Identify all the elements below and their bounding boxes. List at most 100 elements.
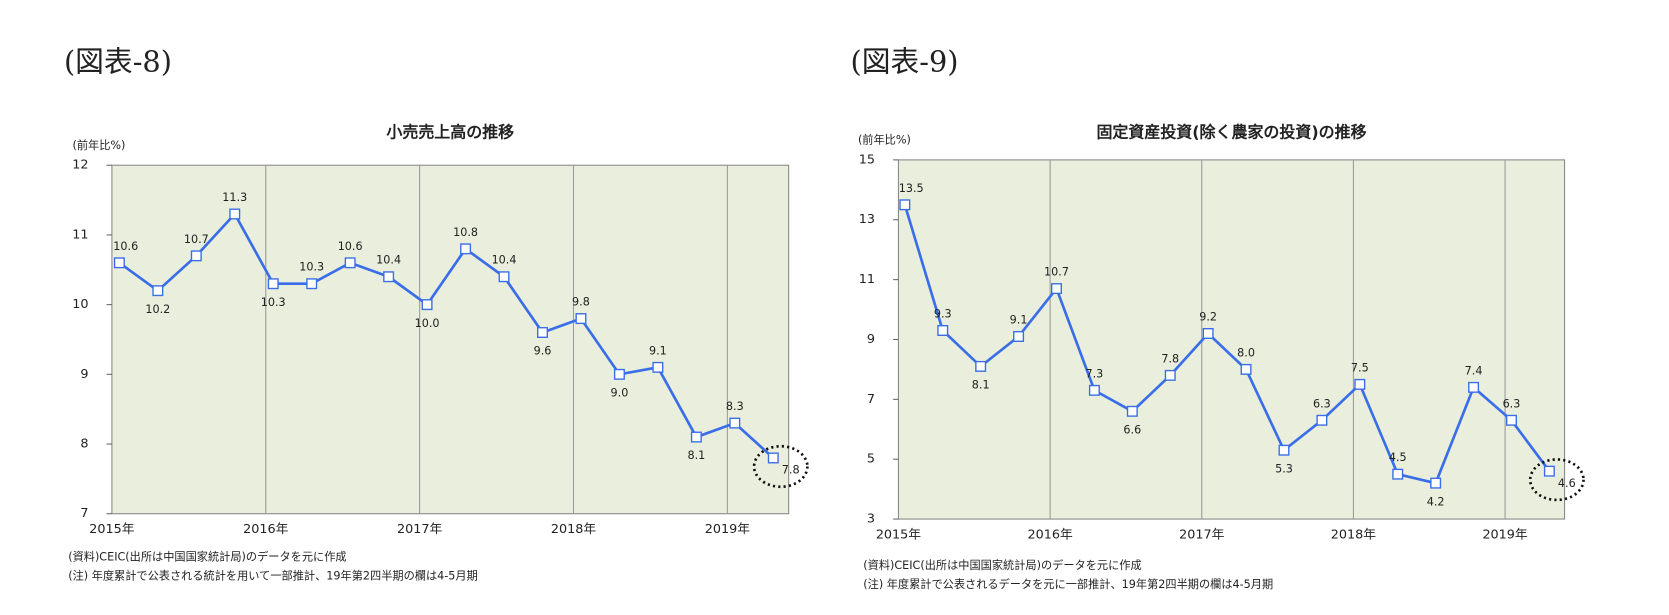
value-label: 4.5 <box>1389 451 1407 464</box>
x-tick-label: 2018年 <box>1331 528 1376 543</box>
value-label: 9.6 <box>534 345 552 358</box>
value-label: 8.3 <box>726 400 744 413</box>
x-tick-label: 2017年 <box>397 522 442 537</box>
marker <box>190 250 202 262</box>
x-tick-label: 2019年 <box>1482 528 1527 543</box>
marker <box>937 325 949 336</box>
highlight-circle <box>1528 458 1585 502</box>
marker <box>1354 378 1366 390</box>
y-tick-label: 11 <box>72 227 88 242</box>
note: (注) 年度累計で公表されるデータを元に一部推計、19年第2四半期の欄は4-5月… <box>863 577 1273 591</box>
marker <box>575 313 587 325</box>
marker <box>1051 283 1062 295</box>
highlight-circle <box>752 444 809 489</box>
value-label: 9.2 <box>1199 311 1217 324</box>
y-tick-label: 15 <box>859 152 875 167</box>
marker <box>1088 384 1100 396</box>
x-tick-label: 2016年 <box>1027 528 1072 543</box>
value-label: 11.3 <box>222 191 247 204</box>
marker <box>1468 381 1480 393</box>
y-tick-label: 9 <box>867 332 875 347</box>
note: (資料)CEIC(出所は中国国家統計局)のデータを元に作成 <box>863 558 1141 572</box>
chart-title: 固定資産投資(除く農家の投資)の推移 <box>1096 123 1366 142</box>
value-label: 10.0 <box>415 317 440 330</box>
marker <box>537 327 548 338</box>
marker <box>1505 414 1517 426</box>
value-label: 9.3 <box>934 308 952 321</box>
value-label: 4.2 <box>1427 495 1445 508</box>
value-label: 10.4 <box>376 254 401 267</box>
value-label: 9.1 <box>1010 313 1028 326</box>
figure-label: (図表-9) <box>850 44 958 78</box>
marker <box>1430 477 1442 489</box>
figure-label: (図表-8) <box>64 44 172 78</box>
value-label: 10.6 <box>113 240 138 253</box>
marker <box>1126 405 1138 417</box>
marker <box>306 278 318 290</box>
value-label: 10.3 <box>299 261 324 274</box>
data-line <box>118 211 775 459</box>
note: (資料)CEIC(出所は中国国家統計局)のデータを元に作成 <box>68 549 346 563</box>
x-tick-label: 2017年 <box>1179 528 1224 543</box>
marker <box>498 271 510 283</box>
marker <box>899 199 911 211</box>
y-tick-label: 3 <box>867 512 875 527</box>
note: (注) 年度累計で公表される統計を用いて一部推計、19年第2四半期の欄は4-5月… <box>68 569 478 583</box>
chart-title: 小売売上高の推移 <box>386 123 514 142</box>
marker <box>113 257 125 269</box>
value-label: 7.4 <box>1465 364 1483 377</box>
value-label: 7.3 <box>1086 367 1104 380</box>
x-tick-label: 2015年 <box>876 528 921 543</box>
marker <box>613 368 625 380</box>
marker <box>1164 369 1176 381</box>
value-label: 10.6 <box>338 240 363 253</box>
x-tick-label: 2018年 <box>551 522 596 537</box>
value-label: 10.7 <box>1044 266 1069 279</box>
x-tick-label: 2016年 <box>243 522 288 537</box>
value-label: 8.1 <box>972 379 990 392</box>
value-label: 10.3 <box>261 296 286 309</box>
x-tick-label: 2019年 <box>705 522 750 537</box>
marker <box>1240 363 1252 375</box>
plot-area <box>897 159 1566 520</box>
marker <box>1278 444 1290 456</box>
marker <box>1392 468 1404 480</box>
value-label: 7.5 <box>1351 361 1369 374</box>
y-unit: (前年比%) <box>858 133 911 147</box>
marker <box>767 452 779 464</box>
marker <box>975 360 987 372</box>
value-label: 7.8 <box>782 464 800 477</box>
value-label: 6.3 <box>1503 397 1521 410</box>
marker <box>421 299 433 311</box>
y-tick-label: 9 <box>80 367 88 382</box>
y-tick-label: 11 <box>859 272 875 287</box>
marker <box>267 278 279 290</box>
data-line <box>903 204 1551 485</box>
value-label: 10.2 <box>145 303 170 316</box>
marker <box>1202 327 1214 339</box>
value-label: 6.6 <box>1123 423 1141 436</box>
marker <box>1316 414 1328 426</box>
value-label: 5.3 <box>1275 462 1293 475</box>
marker <box>1543 465 1555 477</box>
marker <box>460 243 472 255</box>
value-label: 9.8 <box>572 296 590 309</box>
marker <box>1013 330 1025 342</box>
y-unit: (前年比%) <box>72 138 125 152</box>
y-tick-label: 10 <box>72 297 88 312</box>
y-tick-label: 7 <box>80 506 88 521</box>
value-label: 9.1 <box>649 344 667 357</box>
y-tick-label: 7 <box>867 392 875 407</box>
marker <box>690 431 702 443</box>
value-label: 10.7 <box>184 233 209 246</box>
value-label: 7.8 <box>1161 352 1179 365</box>
x-tick-label: 2015年 <box>89 522 134 537</box>
value-label: 8.1 <box>687 449 705 462</box>
y-tick-label: 8 <box>80 437 88 452</box>
value-label: 13.5 <box>899 182 924 195</box>
marker <box>383 271 395 283</box>
value-label: 10.8 <box>453 226 478 239</box>
y-tick-label: 13 <box>859 212 875 227</box>
marker <box>652 361 664 373</box>
